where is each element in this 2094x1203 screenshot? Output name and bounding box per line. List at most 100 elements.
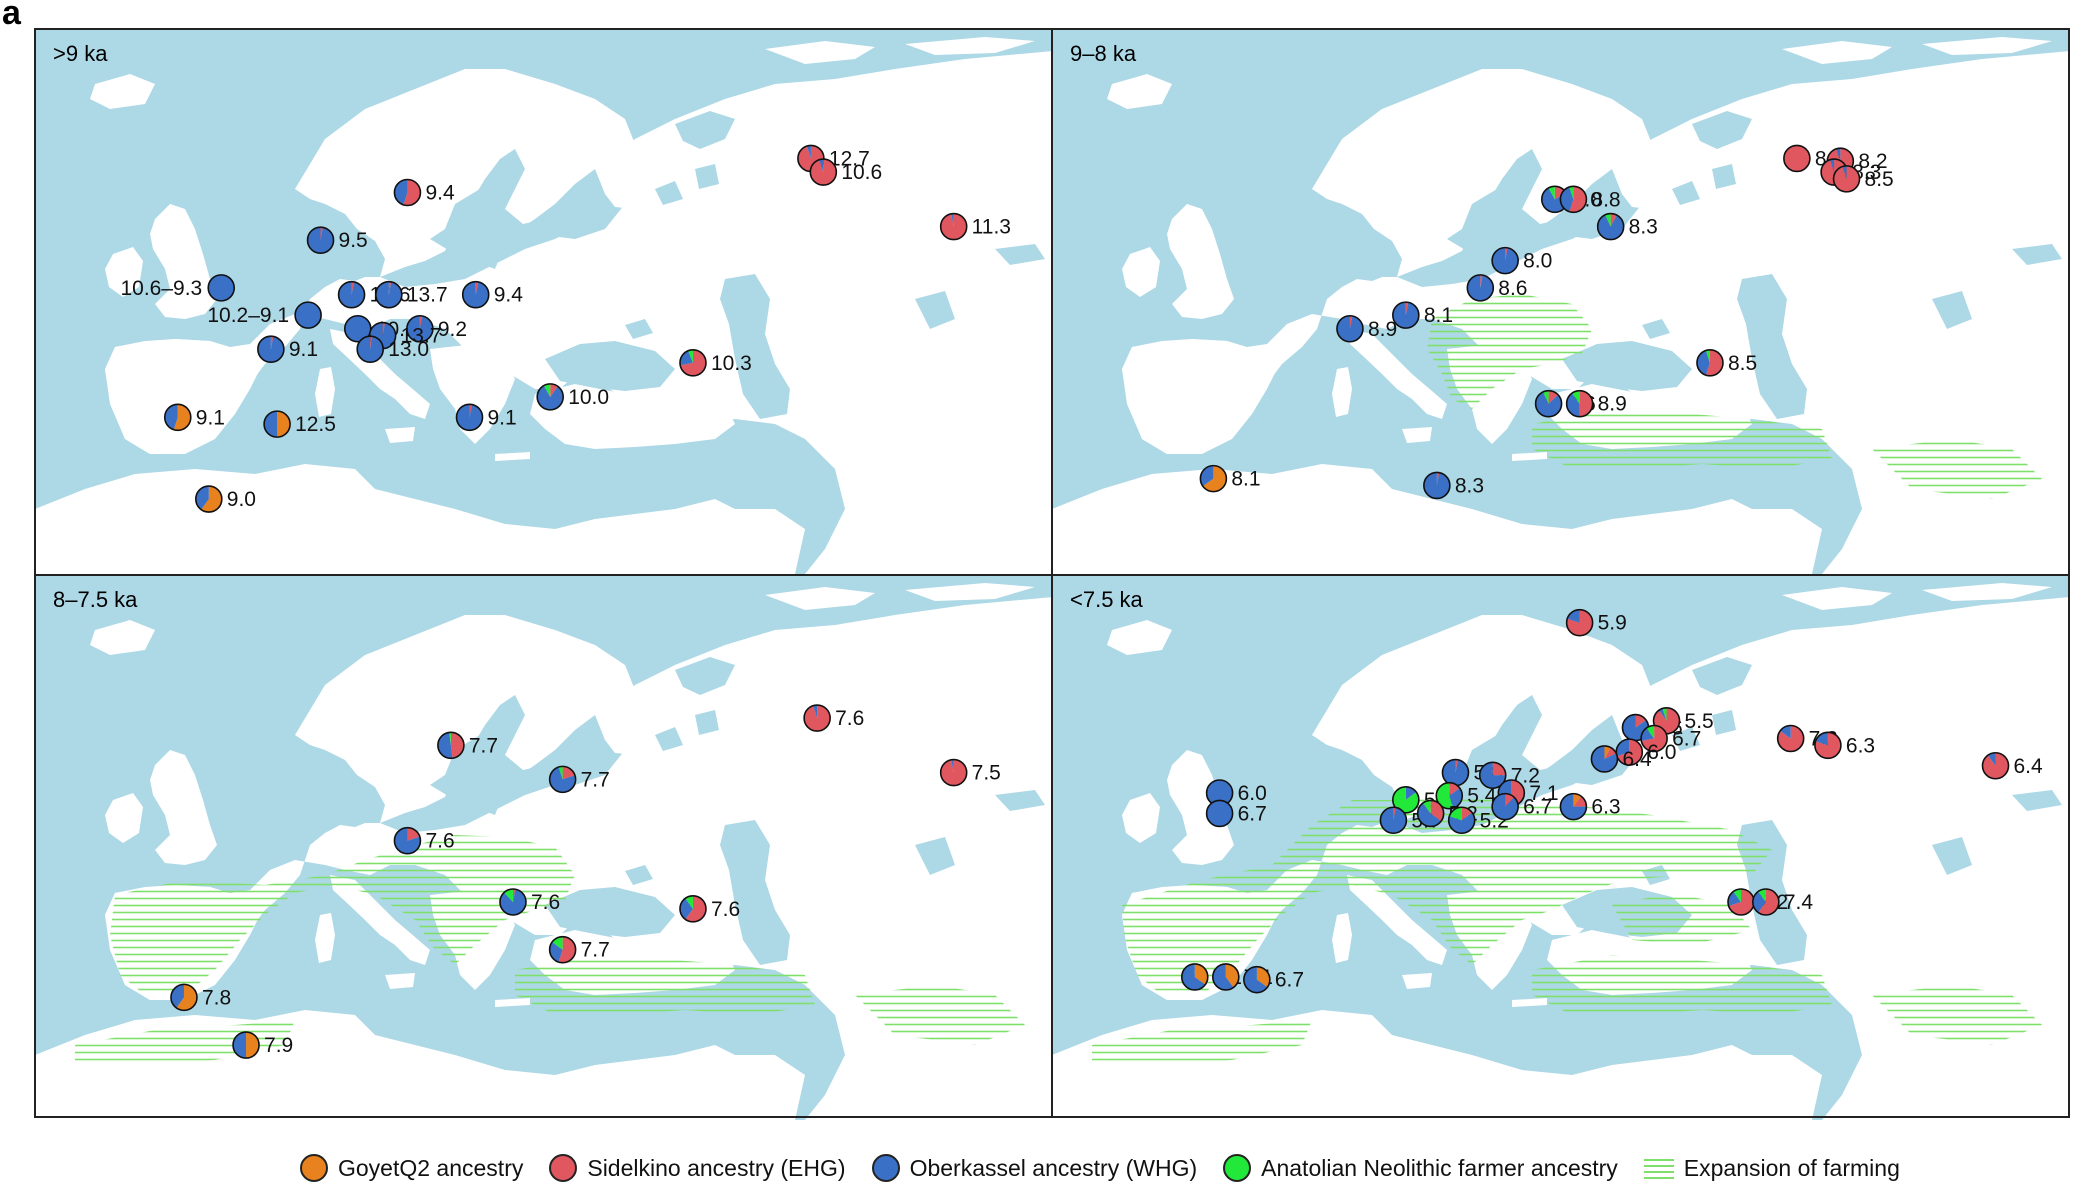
oberkassel-pie-slice (1560, 186, 1574, 212)
site-pie-chart: 7.6 (803, 704, 864, 732)
pie-outline (1596, 212, 1625, 241)
anatolian-pie-slice (504, 889, 513, 902)
oberkassel-pie-slice (1206, 780, 1233, 806)
pie-outline (1696, 349, 1724, 377)
red-circle-icon (549, 1154, 578, 1182)
pie-outline (207, 274, 236, 302)
oberkassel-pie-slice (1243, 966, 1268, 993)
site-pie-chart: 7.8 (170, 983, 231, 1012)
farming-expansion-area (1092, 795, 2042, 1065)
sidelkino-pie-slice (1566, 609, 1593, 636)
site-pie-chart: 8.6 (1466, 274, 1528, 302)
sidelkino-pie-slice (270, 336, 274, 350)
pie-outline (679, 349, 707, 377)
site-date-label: 7.6 (425, 830, 454, 853)
pie-outline (679, 895, 707, 923)
oberkassel-pie-slice (257, 336, 284, 363)
pie-outline (294, 301, 322, 329)
site-pie-chart: 9.1 (257, 335, 318, 363)
pie-outline (1776, 724, 1805, 753)
panel-title: >9 ka (53, 41, 108, 66)
oberkassel-pie-slice (307, 227, 334, 254)
pie-outline (1416, 799, 1445, 828)
sidelkino-pie-slice (1569, 186, 1587, 213)
oberkassel-pie-slice (1442, 759, 1469, 786)
pie-outline (548, 935, 577, 964)
site-date-label: 7.5 (972, 762, 1001, 785)
site-date-label: 7.7 (581, 939, 610, 962)
site-markers: 12.710.611.310.39.49.510.6–9.310.613.79.… (120, 144, 1011, 513)
sidelkino-pie-slice (407, 827, 420, 841)
site-date-label: 11.3 (972, 216, 1011, 239)
pie-outline (263, 410, 291, 438)
sidelkino-pie-slice (1548, 390, 1559, 404)
legend-label: Expansion of farming (1683, 1154, 1900, 1181)
pie-outline (163, 403, 192, 432)
pie-outline (393, 826, 422, 855)
pie-outline (306, 226, 335, 254)
site-pie-chart: 8.0 (1491, 246, 1552, 275)
green-hatch-icon (1643, 1159, 1674, 1179)
legend-item-oberkassel: Oberkassel ancestry (WHG) (871, 1154, 1197, 1182)
farming-hatch-region (1092, 1020, 1312, 1065)
sidelkino-pie-slice (1505, 793, 1515, 807)
oberkassel-pie-slice (357, 336, 384, 363)
pie-outline (1559, 185, 1588, 214)
anatolian-pie-slice (543, 383, 551, 397)
site-pie-chart: 10.6–9.3 (120, 274, 236, 302)
sidelkino-pie-slice (810, 159, 837, 186)
oberkassel-pie-slice (1448, 812, 1475, 834)
site-date-label: 10.6–9.3 (120, 277, 202, 300)
goyetq2-pie-slice (176, 984, 197, 1011)
site-date-label: 5.5 (1685, 710, 1714, 733)
sidelkino-pie-slice (351, 281, 355, 295)
oberkassel-pie-slice (1842, 165, 1847, 179)
pie-outline (1565, 608, 1594, 637)
site-pie-chart: 9.4 (393, 178, 455, 207)
oberkassel-pie-slice (1492, 247, 1519, 274)
pie-outline (1466, 274, 1495, 302)
oberkassel-pie-slice (1212, 963, 1234, 990)
site-pie-chart: 8.1 (1392, 301, 1453, 329)
panel-title: 8–7.5 ka (53, 587, 138, 612)
site-date-label: 8.9 (1368, 318, 1397, 341)
site-date-label: 8.2 (1858, 150, 1887, 173)
pie-outline (337, 280, 366, 309)
oberkassel-pie-slice (951, 759, 954, 773)
anatolian-pie-slice (1543, 390, 1549, 404)
goyetq2-pie-slice (173, 404, 191, 431)
oberkassel-pie-slice (1836, 148, 1841, 162)
oberkassel-pie-slice (1479, 762, 1506, 789)
farming-hatch-region (1872, 439, 2042, 499)
pie-outline (375, 280, 403, 309)
panel-title: <7.5 ka (1070, 587, 1143, 612)
site-date-label: 9.2 (438, 318, 467, 341)
site-date-label: 6.7 (1238, 802, 1267, 825)
sidelkino-pie-slice (512, 889, 516, 902)
oberkassel-pie-slice (1560, 793, 1587, 820)
goyetq2-pie-slice (277, 411, 291, 438)
sidelkino-pie-slice (1833, 165, 1860, 192)
legend-item-farming: Expansion of farming (1643, 1154, 1900, 1182)
site-pie-chart: 9.0 (1540, 185, 1602, 214)
oberkassel-pie-slice (1641, 727, 1655, 741)
orange-circle-icon (300, 1154, 328, 1182)
oberkassel-pie-slice (1752, 891, 1766, 913)
oberkassel-pie-slice (549, 767, 576, 793)
site-pie-chart: 6.7 (1205, 799, 1267, 828)
anatolian-pie-slice (1392, 786, 1419, 813)
panel-title: 9–8 ka (1070, 41, 1137, 66)
map-panel-4: 5.95.65.56.76.06.47.26.36.46.06.75.87.27… (1052, 575, 2070, 1120)
site-date-label: 13.7 (401, 325, 442, 348)
site-date-label: 7.4 (1784, 891, 1814, 914)
site-date-label: 12.7 (829, 147, 870, 170)
site-pie-chart: 5.9 (1565, 608, 1627, 637)
oberkassel-pie-slice (437, 732, 453, 759)
anatolian-pie-slice (1569, 186, 1574, 200)
site-pie-chart: 9.1 (163, 403, 225, 432)
sidelkino-pie-slice (419, 315, 423, 329)
pie-outline (536, 383, 565, 411)
site-date-label: 7.9 (264, 1034, 293, 1057)
pie-outline (1565, 389, 1594, 418)
site-date-label: 10.3 (711, 352, 752, 375)
